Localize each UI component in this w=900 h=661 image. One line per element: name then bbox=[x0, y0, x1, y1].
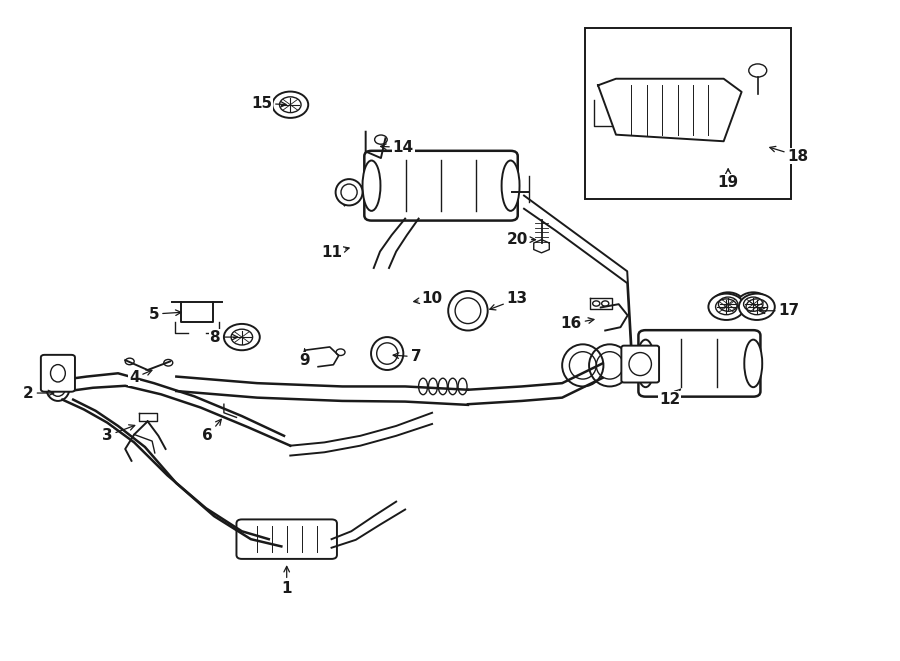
Circle shape bbox=[737, 292, 769, 316]
Circle shape bbox=[273, 92, 308, 118]
Text: 1: 1 bbox=[282, 566, 292, 596]
Circle shape bbox=[224, 324, 260, 350]
Text: 7: 7 bbox=[393, 349, 421, 364]
Ellipse shape bbox=[336, 179, 363, 206]
FancyBboxPatch shape bbox=[638, 330, 760, 397]
Text: 18: 18 bbox=[770, 146, 809, 163]
Ellipse shape bbox=[744, 340, 762, 387]
Ellipse shape bbox=[363, 161, 381, 211]
Text: 10: 10 bbox=[414, 292, 443, 307]
Circle shape bbox=[708, 293, 744, 320]
Circle shape bbox=[749, 64, 767, 77]
Circle shape bbox=[712, 292, 744, 316]
Text: 3: 3 bbox=[102, 425, 135, 444]
Text: 14: 14 bbox=[381, 140, 414, 155]
Text: 17: 17 bbox=[760, 303, 800, 318]
Text: 12: 12 bbox=[659, 389, 680, 407]
FancyBboxPatch shape bbox=[364, 151, 518, 221]
Text: 20: 20 bbox=[507, 232, 536, 247]
Ellipse shape bbox=[636, 340, 654, 387]
FancyBboxPatch shape bbox=[40, 355, 75, 392]
FancyBboxPatch shape bbox=[621, 346, 659, 383]
Text: 9: 9 bbox=[300, 349, 310, 368]
Bar bbox=[585, 28, 791, 199]
FancyBboxPatch shape bbox=[237, 520, 337, 559]
Text: 2: 2 bbox=[22, 385, 54, 401]
Text: 11: 11 bbox=[321, 245, 349, 260]
Text: 5: 5 bbox=[148, 307, 181, 321]
Ellipse shape bbox=[501, 161, 519, 211]
Text: 6: 6 bbox=[202, 419, 221, 444]
Circle shape bbox=[739, 293, 775, 320]
Text: 13: 13 bbox=[490, 292, 528, 310]
Text: 19: 19 bbox=[717, 169, 739, 190]
Text: 15: 15 bbox=[251, 96, 286, 111]
Text: 8: 8 bbox=[210, 330, 238, 344]
Text: 4: 4 bbox=[129, 370, 152, 385]
Text: 16: 16 bbox=[561, 317, 594, 331]
